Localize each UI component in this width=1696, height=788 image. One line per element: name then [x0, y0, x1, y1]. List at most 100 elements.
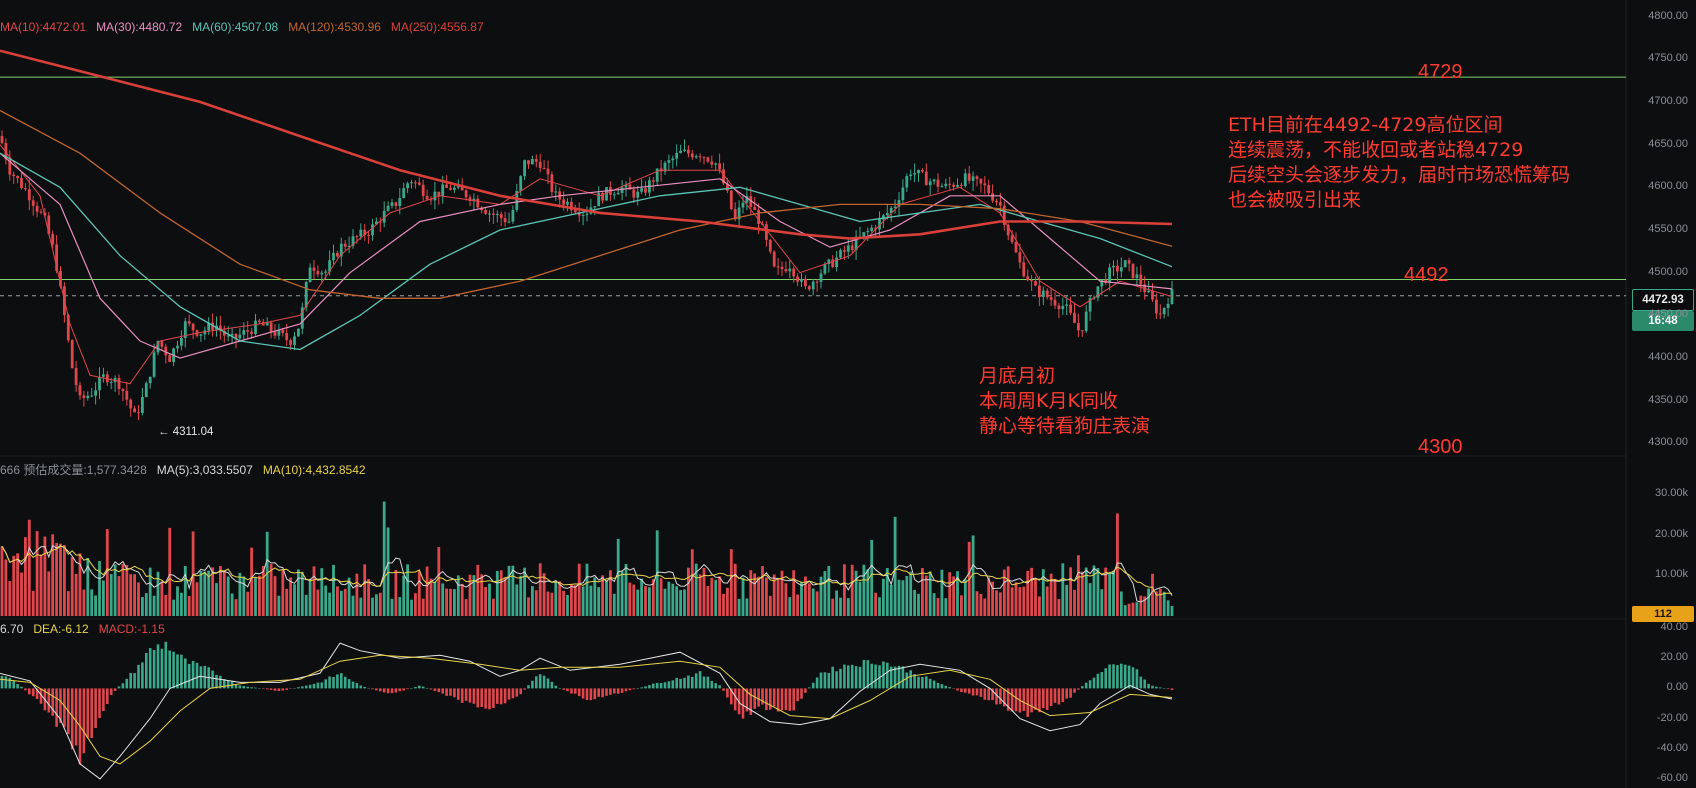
candle-body [289, 340, 292, 345]
macd-histogram-bar [905, 672, 909, 689]
macd-histogram-bar [262, 688, 265, 689]
volume-tick-label: 30.00k [1654, 487, 1688, 500]
candle-body [718, 163, 721, 170]
candle-body [1049, 297, 1053, 300]
volume-bar [753, 573, 757, 616]
volume-bar [893, 516, 897, 616]
macd-histogram-bar [226, 680, 230, 689]
volume-bar [768, 595, 772, 616]
volume-bar [63, 545, 66, 616]
macd-histogram-bar [468, 688, 472, 703]
macd-histogram-bar [113, 688, 117, 691]
macd-histogram-bar [1135, 669, 1139, 689]
candle-body [956, 184, 959, 187]
volume-bar [238, 572, 242, 616]
macd-histogram-bar [4, 676, 8, 689]
candle-body [464, 190, 468, 198]
macd-histogram-bar [515, 688, 519, 697]
macd-histogram-bar [418, 685, 421, 689]
candle-body [347, 245, 351, 247]
price-tick-label: 4600.00 [1648, 180, 1688, 193]
volume-bar [129, 574, 133, 616]
macd-histogram-bar [1123, 664, 1127, 689]
volume-bar [16, 553, 19, 616]
macd-histogram-bar [952, 688, 955, 689]
volume-bar [1104, 567, 1108, 616]
candle-body [753, 206, 757, 210]
volume-bar [609, 570, 612, 616]
macd-histogram-bar [496, 688, 499, 704]
candle-body [82, 395, 86, 399]
macd-histogram-bar [628, 688, 632, 691]
candle-body [815, 281, 819, 283]
candle-body [1006, 224, 1010, 236]
macd-histogram-bar [258, 688, 261, 689]
candle-body [566, 201, 569, 205]
macd-histogram-bar [761, 688, 764, 705]
candle-body [238, 334, 242, 339]
candle-body [882, 215, 885, 220]
macd-histogram-bar [671, 680, 675, 689]
macd-histogram-bar [765, 688, 768, 711]
candle-body [27, 189, 31, 201]
macd-histogram-bar [141, 662, 144, 689]
macd-tick-label: -40.00 [1656, 741, 1688, 754]
candle-body [694, 156, 698, 158]
candle-body [98, 376, 101, 391]
volume-bar [1170, 605, 1174, 616]
candle-body [176, 345, 179, 349]
volume-bar [168, 527, 172, 616]
candle-body [570, 201, 573, 211]
macd-histogram-bar [819, 672, 823, 689]
price-tick-label: 4650.00 [1648, 137, 1688, 150]
volume-bar [394, 569, 398, 616]
macd-histogram-bar [230, 680, 234, 689]
macd-histogram-bar [1151, 685, 1154, 689]
volume-bar [827, 565, 831, 616]
volume-bar [261, 565, 265, 616]
volume-bar [152, 595, 156, 616]
macd-histogram-bar [679, 678, 682, 689]
macd-histogram-bar [893, 666, 897, 689]
macd-histogram-bar [917, 676, 920, 689]
volume-bar [546, 591, 550, 616]
macd-histogram-bar [694, 673, 698, 689]
macd-histogram-bar [234, 684, 238, 689]
macd-histogram-bar [971, 688, 975, 696]
volume-bar [519, 575, 523, 616]
candle-body [854, 236, 858, 251]
macd-histogram-bar [1006, 688, 1010, 711]
candle-body [776, 266, 780, 268]
volume-bar [133, 574, 136, 616]
macd-histogram-bar [277, 688, 281, 692]
volume-bar [113, 564, 117, 616]
volume-bar [897, 579, 901, 616]
volume-bar [90, 589, 94, 616]
macd-histogram-bar [620, 688, 624, 693]
macd-histogram-bar [1100, 671, 1104, 689]
candle-body [222, 330, 226, 336]
candle-body [355, 236, 359, 238]
volume-bar [1131, 602, 1135, 616]
macd-histogram-bar [850, 664, 854, 689]
volume-bar [234, 599, 238, 616]
volume-bar [675, 586, 679, 616]
candle-body [784, 269, 788, 272]
macd-histogram-bar [574, 688, 577, 694]
macd-histogram-bar [164, 641, 168, 689]
macd-histogram-bar [31, 688, 35, 697]
macd-histogram-bar [1116, 665, 1119, 689]
candle-body [402, 188, 406, 199]
candle-body [1065, 304, 1069, 306]
candle-body [378, 221, 382, 223]
macd-histogram-bar [519, 688, 522, 695]
volume-bar [800, 581, 803, 616]
macd-histogram-bar [909, 670, 912, 689]
volume-bar [472, 575, 476, 616]
macd-histogram-bar [948, 687, 951, 689]
volume-bar [531, 586, 534, 616]
volume-bar [936, 598, 940, 616]
volume-bar [1096, 568, 1100, 616]
candle-body [523, 160, 526, 177]
